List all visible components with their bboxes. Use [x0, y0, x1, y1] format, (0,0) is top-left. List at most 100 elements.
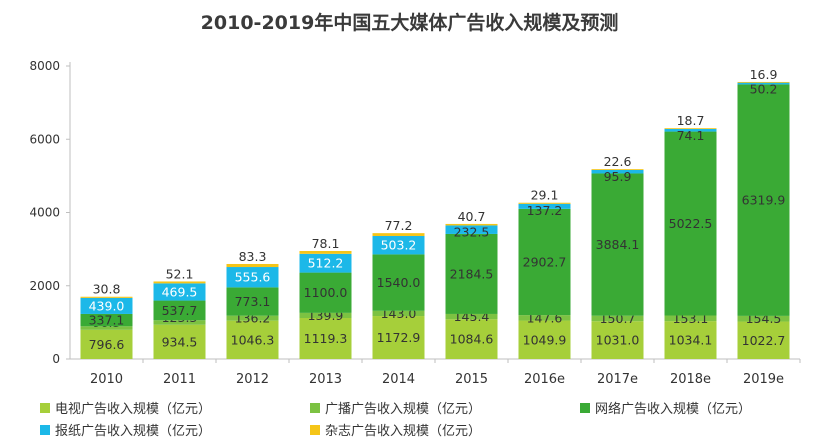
bar-segment: [664, 131, 717, 316]
bar-segment: [299, 250, 352, 254]
legend-label: 电视广告收入规模（亿元）: [55, 402, 212, 417]
bar-segment: [80, 297, 133, 314]
data-label: 1172.9: [377, 330, 421, 345]
bar-segment: [299, 253, 352, 273]
bar-segment: [226, 287, 279, 316]
bar-segment: [372, 310, 425, 317]
legend-swatch: [580, 402, 590, 413]
bar-segment: [445, 319, 498, 359]
bar-segment: [372, 235, 425, 255]
data-label: 1034.1: [669, 333, 713, 348]
data-label: 29.1: [531, 188, 559, 203]
bar-segment: [445, 313, 498, 320]
y-tick-label: 8000: [29, 59, 60, 73]
x-tick-label: 2010: [90, 372, 123, 387]
y-tick-label: 6000: [29, 132, 60, 146]
legend-item: 杂志广告收入规模（亿元）: [310, 420, 481, 439]
data-label: 337.1: [89, 313, 125, 328]
bar-segment: [153, 320, 206, 325]
bar-segment: [153, 283, 206, 301]
bar-segment: [737, 315, 790, 322]
bar-segment: [445, 223, 498, 226]
bar-segment: [518, 208, 571, 316]
y-tick-label: 2000: [29, 279, 60, 293]
bar-segment: [445, 233, 498, 314]
data-label: 30.8: [93, 282, 121, 297]
legend-label: 杂志广告收入规模（亿元）: [325, 424, 482, 439]
bar-segment: [372, 254, 425, 311]
legend-label: 报纸广告收入规模（亿元）: [55, 424, 212, 439]
legend-swatch: [310, 402, 320, 413]
data-label: 1100.0: [304, 285, 348, 300]
legend-label: 网络广告收入规模（亿元）: [595, 402, 752, 417]
y-tick-label: 0: [52, 352, 60, 366]
legend-item: 电视广告收入规模（亿元）: [40, 398, 211, 417]
data-label: 503.2: [381, 238, 417, 253]
data-label: 137.2: [527, 203, 563, 218]
data-label: 18.7: [677, 113, 705, 128]
bar-segment: [518, 315, 571, 321]
x-tick-label: 2019e: [743, 372, 784, 387]
data-label: 537.7: [162, 303, 198, 318]
data-label: 555.6: [235, 270, 271, 285]
data-label: 40.7: [458, 209, 486, 224]
bar-segment: [80, 326, 133, 330]
legend-swatch: [310, 424, 320, 435]
bar-segment: [664, 128, 717, 129]
data-label: 52.1: [166, 266, 194, 281]
bar-segment: [737, 81, 790, 83]
legend-item: 报纸广告收入规模（亿元）: [40, 420, 211, 439]
y-tick-label: 4000: [29, 206, 60, 220]
chart-title: 2010-2019年中国五大媒体广告收入规模及预测: [200, 12, 619, 34]
bar-segment: [664, 321, 717, 359]
legend-item: 网络广告收入规模（亿元）: [580, 398, 751, 417]
x-tick-label: 2012: [236, 372, 269, 387]
data-label: 78.1: [312, 236, 340, 251]
bar-segment: [299, 318, 352, 359]
bar-segment: [372, 233, 425, 236]
data-label: 439.0: [89, 298, 125, 313]
bar-segment: [591, 321, 644, 359]
data-label: 74.1: [677, 128, 705, 143]
bar-segment: [226, 267, 279, 288]
x-tick-label: 2017e: [597, 372, 638, 387]
legend-swatch: [40, 424, 50, 435]
bar-segment: [591, 169, 644, 174]
bar-segment: [226, 263, 279, 268]
bar-segment: [591, 169, 644, 170]
legend-swatch: [40, 402, 50, 413]
bar-segment: [518, 202, 571, 204]
data-label: 1049.9: [523, 332, 567, 347]
bar-segment: [226, 315, 279, 321]
data-label: 16.9: [750, 67, 778, 82]
bar-segment: [80, 329, 133, 359]
data-label: 95.9: [604, 169, 632, 184]
bar-segment: [80, 296, 133, 298]
data-label: 469.5: [162, 284, 198, 299]
bar-segment: [664, 128, 717, 132]
data-label: 6319.9: [742, 193, 786, 208]
data-label: 50.2: [750, 82, 778, 97]
x-tick-label: 2015: [455, 372, 488, 387]
data-label: 1084.6: [450, 332, 494, 347]
x-tick-label: 2013: [309, 372, 342, 387]
data-label: 773.1: [235, 294, 271, 309]
bar-segment: [299, 272, 352, 313]
data-label: 83.3: [239, 249, 267, 264]
data-label: 22.6: [604, 154, 632, 169]
x-tick-label: 2016e: [524, 372, 565, 387]
data-label: 232.5: [454, 224, 490, 239]
bar-segment: [737, 82, 790, 85]
bar-segment: [591, 315, 644, 322]
data-label: 1022.7: [742, 333, 786, 348]
bar-segment: [591, 173, 644, 316]
bar-segment: [372, 316, 425, 359]
x-tick-label: 2018e: [670, 372, 711, 387]
bar-segment: [737, 84, 790, 316]
bar-segment: [445, 225, 498, 234]
data-label: 1119.3: [304, 331, 348, 346]
bar-segment: [80, 313, 133, 327]
bar-segment: [153, 281, 206, 284]
data-label: 5022.5: [669, 216, 713, 231]
stacked-bar-chart: 02000400060008000796.696.3337.1439.030.8…: [29, 59, 801, 387]
